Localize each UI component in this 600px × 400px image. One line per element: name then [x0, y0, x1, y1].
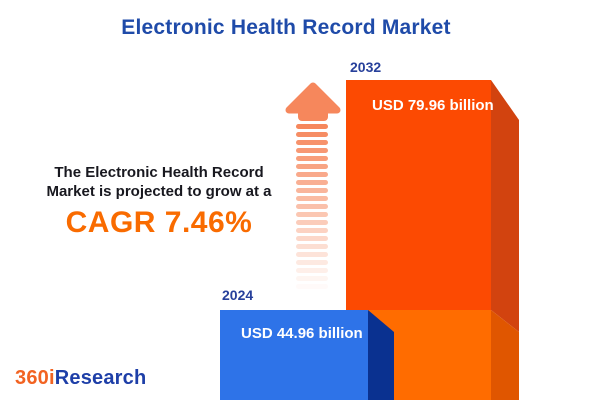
- arrow-stripe: [296, 140, 328, 145]
- arrow-stripe: [296, 244, 328, 249]
- arrow-stripe: [296, 188, 328, 193]
- cagr-value: CAGR 7.46%: [65, 206, 253, 239]
- year-label-2024: 2024: [222, 287, 254, 303]
- page-title: Electronic Health Record Market: [121, 16, 451, 39]
- arrow-stripe: [296, 284, 328, 289]
- logo-prefix: 360i: [15, 367, 55, 389]
- arrow-stripes: [296, 124, 328, 294]
- growth-annotation: The Electronic Health Record Market is p…: [38, 163, 280, 240]
- arrow-stripe: [296, 276, 328, 281]
- value-label-2032: USD 79.96 billion: [372, 97, 494, 114]
- arrow-stripe: [296, 260, 328, 265]
- arrow-stem: [298, 103, 328, 121]
- annotation-line-2: Market is projected to grow at a: [46, 183, 272, 200]
- arrow-stripe: [296, 220, 328, 225]
- arrow-stripe: [296, 172, 328, 177]
- arrow-stripe: [296, 268, 328, 273]
- brand-logo: 360iResearch: [15, 367, 146, 390]
- year-label-2032: 2032: [350, 59, 382, 75]
- arrow-stripe: [296, 180, 328, 185]
- bar-2032-side-lower: [491, 310, 519, 400]
- arrow-stripe: [296, 124, 328, 129]
- arrow-stripe: [296, 148, 328, 153]
- bar-2024: [220, 310, 394, 400]
- arrow-stripe: [296, 204, 328, 209]
- bar-2032-side-upper: [491, 80, 519, 332]
- logo-suffix: Research: [54, 367, 147, 389]
- bar-2024-side: [368, 310, 394, 400]
- arrow-stripe: [296, 236, 328, 241]
- annotation-line-1: The Electronic Health Record: [54, 164, 264, 181]
- arrow-stripe: [296, 228, 328, 233]
- arrow-stripe: [296, 132, 328, 137]
- value-label-2024: USD 44.96 billion: [241, 325, 363, 342]
- arrow-stripe: [296, 164, 328, 169]
- bar-2032-front-upper: [346, 80, 491, 310]
- arrow-stripe: [296, 156, 328, 161]
- arrow-stripe: [296, 196, 328, 201]
- arrow-stripe: [296, 212, 328, 217]
- bar-2024-front: [220, 310, 368, 400]
- arrow-stripe: [296, 252, 328, 257]
